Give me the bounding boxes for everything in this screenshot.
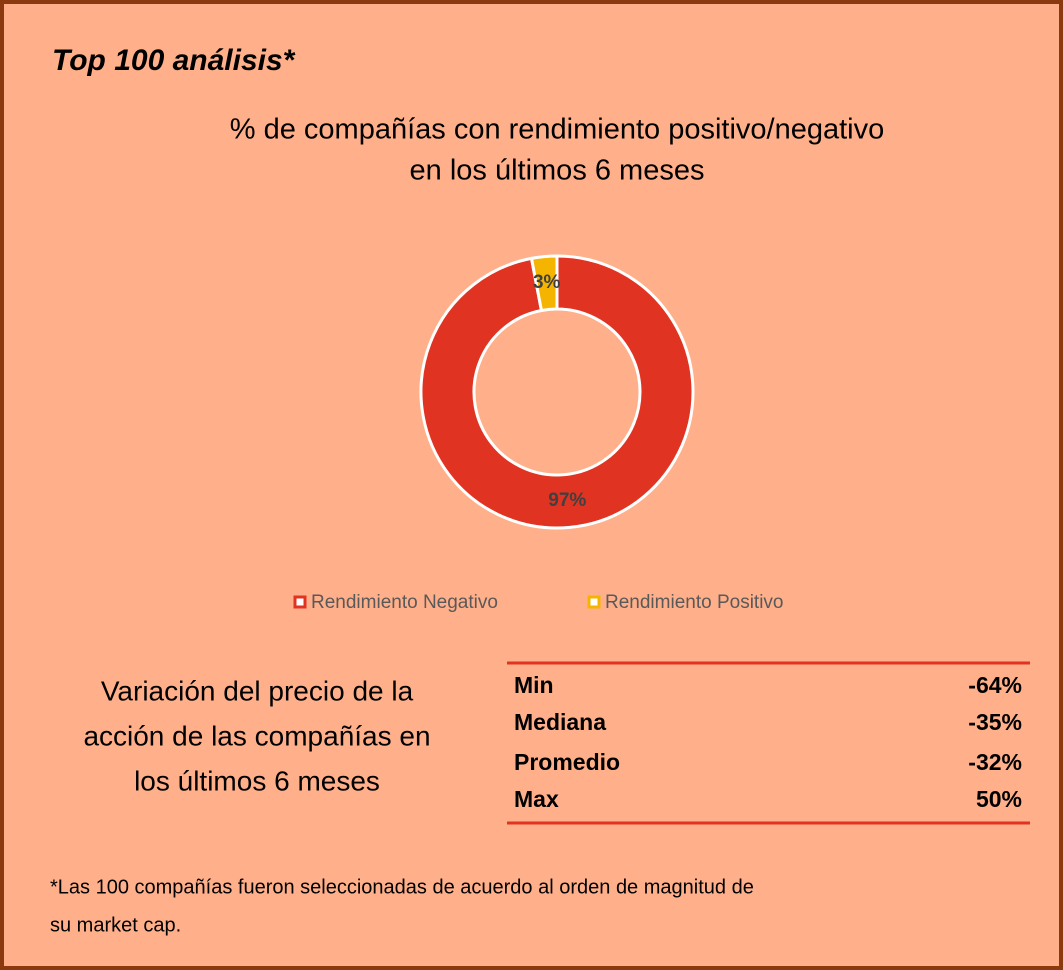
chart-title: en los últimos 6 meses <box>410 155 705 187</box>
stat-value: -35% <box>968 709 1022 735</box>
stats-title: Variación del precio de la <box>101 675 414 706</box>
donut-slice <box>529 254 559 313</box>
stat-name: Mediana <box>514 709 606 735</box>
data-label: 97% <box>548 490 586 511</box>
legend-swatch <box>587 595 601 609</box>
legend-label: Rendimiento Negativo <box>311 592 498 613</box>
legend-swatch <box>293 595 307 609</box>
stats-title: acción de las compañías en <box>83 720 430 751</box>
footnote: su market cap. <box>50 914 181 936</box>
page-title: Top 100 análisis* <box>52 44 296 77</box>
stat-name: Promedio <box>514 749 620 775</box>
footnote: *Las 100 compañías fueron seleccionadas … <box>50 876 754 898</box>
donut-slice <box>419 254 695 530</box>
legend-label: Rendimiento Positivo <box>605 592 783 613</box>
stat-name: Max <box>514 786 559 812</box>
chart-title: % de compañías con rendimiento positivo/… <box>230 114 885 146</box>
data-label: 3% <box>533 272 561 293</box>
stat-value: -32% <box>968 749 1022 775</box>
stat-name: Min <box>514 672 554 698</box>
stat-value: 50% <box>976 786 1022 812</box>
stats-title: los últimos 6 meses <box>134 765 380 796</box>
stat-value: -64% <box>968 672 1022 698</box>
